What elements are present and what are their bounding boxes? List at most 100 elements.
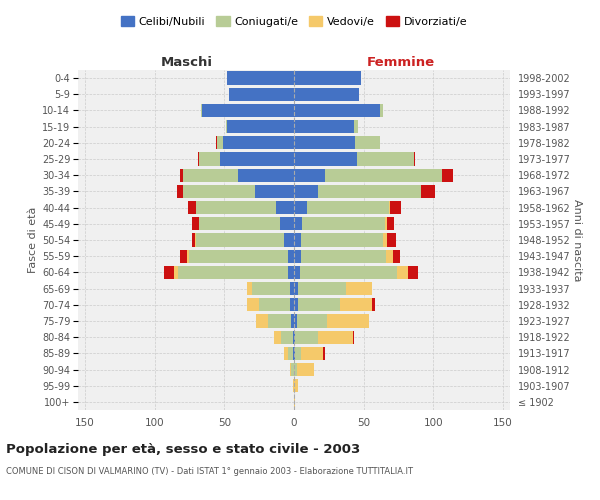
Bar — [299, 266, 397, 279]
Bar — [226, 120, 227, 134]
Bar — [295, 346, 301, 360]
Bar — [289, 346, 293, 360]
Bar — [393, 250, 400, 263]
Bar — [383, 234, 388, 246]
Bar — [294, 396, 295, 408]
Bar — [295, 330, 317, 344]
Bar — [298, 282, 346, 295]
Bar — [280, 217, 294, 230]
Bar — [421, 185, 435, 198]
Bar — [216, 136, 217, 149]
Bar — [223, 136, 294, 149]
Bar — [340, 298, 372, 312]
Bar — [252, 282, 290, 295]
Bar — [354, 120, 358, 134]
Y-axis label: Fasce di età: Fasce di età — [28, 207, 38, 273]
Bar — [297, 363, 314, 376]
Bar — [294, 168, 325, 182]
Bar — [293, 346, 294, 360]
Bar — [414, 152, 415, 166]
Bar — [192, 217, 199, 230]
Text: Femmine: Femmine — [367, 56, 436, 69]
Bar — [294, 250, 301, 263]
Bar — [294, 104, 380, 117]
Bar — [180, 168, 182, 182]
Bar — [298, 298, 340, 312]
Bar — [196, 201, 276, 214]
Bar — [187, 250, 190, 263]
Bar — [294, 282, 298, 295]
Bar — [301, 234, 383, 246]
Bar — [268, 314, 291, 328]
Bar — [325, 168, 442, 182]
Bar — [385, 217, 388, 230]
Bar — [294, 346, 295, 360]
Bar — [289, 250, 294, 263]
Bar — [255, 185, 294, 198]
Bar — [220, 152, 294, 166]
Bar — [182, 168, 238, 182]
Bar — [388, 234, 396, 246]
Bar — [294, 120, 354, 134]
Bar — [281, 330, 293, 344]
Bar — [302, 217, 385, 230]
Bar — [408, 266, 418, 279]
Bar — [174, 266, 178, 279]
Bar — [388, 217, 394, 230]
Bar — [386, 250, 393, 263]
Bar — [180, 250, 187, 263]
Bar — [202, 104, 294, 117]
Bar — [328, 314, 369, 328]
Bar — [317, 330, 353, 344]
Bar — [229, 88, 294, 101]
Text: Maschi: Maschi — [161, 56, 212, 69]
Bar — [199, 217, 280, 230]
Bar — [353, 330, 354, 344]
Bar — [192, 234, 195, 246]
Bar — [290, 282, 294, 295]
Bar — [164, 266, 174, 279]
Bar — [290, 363, 291, 376]
Bar — [294, 201, 307, 214]
Bar — [355, 136, 380, 149]
Text: COMUNE DI CISON DI VALMARINO (TV) - Dati ISTAT 1° gennaio 2003 - Elaborazione TU: COMUNE DI CISON DI VALMARINO (TV) - Dati… — [6, 468, 413, 476]
Bar — [294, 298, 298, 312]
Bar — [290, 298, 294, 312]
Bar — [301, 346, 323, 360]
Bar — [196, 234, 284, 246]
Bar — [274, 330, 281, 344]
Bar — [323, 346, 325, 360]
Bar — [259, 298, 290, 312]
Bar — [307, 201, 389, 214]
Bar — [294, 88, 359, 101]
Bar — [294, 217, 302, 230]
Bar — [178, 266, 289, 279]
Bar — [294, 136, 355, 149]
Bar — [294, 72, 361, 85]
Bar — [294, 152, 357, 166]
Bar — [294, 185, 317, 198]
Bar — [200, 104, 202, 117]
Bar — [346, 282, 372, 295]
Bar — [291, 314, 294, 328]
Bar — [291, 363, 294, 376]
Bar — [372, 298, 375, 312]
Bar — [357, 152, 414, 166]
Bar — [293, 379, 294, 392]
Bar — [247, 282, 252, 295]
Bar — [317, 185, 421, 198]
Bar — [397, 266, 408, 279]
Bar — [195, 234, 196, 246]
Text: Popolazione per età, sesso e stato civile - 2003: Popolazione per età, sesso e stato civil… — [6, 442, 360, 456]
Bar — [294, 363, 297, 376]
Bar — [294, 330, 295, 344]
Bar — [177, 185, 182, 198]
Y-axis label: Anni di nascita: Anni di nascita — [572, 198, 581, 281]
Bar — [380, 104, 383, 117]
Bar — [227, 120, 294, 134]
Bar — [217, 136, 223, 149]
Bar — [256, 314, 268, 328]
Bar — [442, 168, 453, 182]
Bar — [198, 152, 199, 166]
Bar — [294, 314, 297, 328]
